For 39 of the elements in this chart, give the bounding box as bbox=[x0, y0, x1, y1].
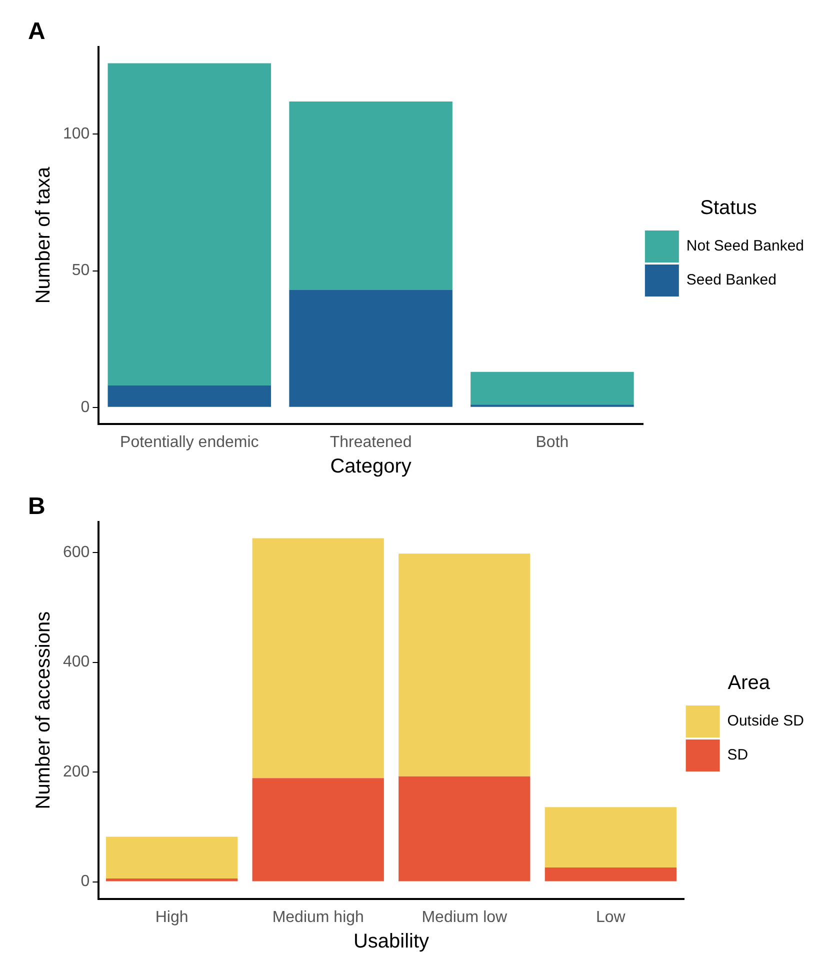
y-tick-label: 200 bbox=[62, 763, 90, 780]
x-tick-label: Threatened bbox=[330, 434, 412, 451]
x-axis-title: Usability bbox=[353, 930, 430, 953]
bar bbox=[289, 101, 452, 290]
bar bbox=[108, 63, 272, 386]
bar bbox=[252, 778, 384, 882]
bar bbox=[470, 372, 634, 405]
chart-title: B bbox=[28, 493, 46, 520]
bar bbox=[106, 878, 238, 882]
legend-label: Not Seed Banked bbox=[686, 238, 804, 255]
bar bbox=[398, 554, 530, 776]
x-axis-title: Category bbox=[330, 456, 412, 478]
x-tick-label: Potentially endemic bbox=[120, 434, 259, 451]
legend-title: Status bbox=[700, 197, 757, 220]
x-tick-label: High bbox=[155, 908, 188, 926]
y-tick-label: 400 bbox=[62, 654, 90, 671]
y-tick-label: 0 bbox=[80, 873, 90, 890]
chart-title: A bbox=[28, 18, 46, 46]
legend-title: Area bbox=[728, 672, 771, 694]
x-tick-label: Medium high bbox=[272, 908, 364, 926]
bar bbox=[289, 290, 452, 407]
x-tick-label: Medium low bbox=[422, 908, 508, 926]
bar bbox=[398, 776, 530, 882]
bar bbox=[544, 807, 676, 868]
y-axis-title: Number of taxa bbox=[32, 166, 55, 304]
x-tick-label: Both bbox=[536, 434, 569, 451]
y-tick-label: 50 bbox=[72, 262, 90, 280]
y-tick-label: 100 bbox=[62, 126, 90, 143]
y-tick-label: 600 bbox=[62, 544, 90, 561]
bar bbox=[108, 386, 272, 407]
bar bbox=[544, 868, 676, 882]
x-tick-label: Low bbox=[596, 908, 626, 926]
legend-label: SD bbox=[727, 746, 748, 764]
legend-label: Outside SD bbox=[727, 712, 804, 730]
legend-label: Seed Banked bbox=[686, 272, 776, 289]
bar bbox=[106, 836, 238, 878]
y-tick-label: 0 bbox=[80, 398, 90, 416]
bar bbox=[252, 538, 384, 778]
y-axis-title: Number of accessions bbox=[32, 611, 55, 810]
